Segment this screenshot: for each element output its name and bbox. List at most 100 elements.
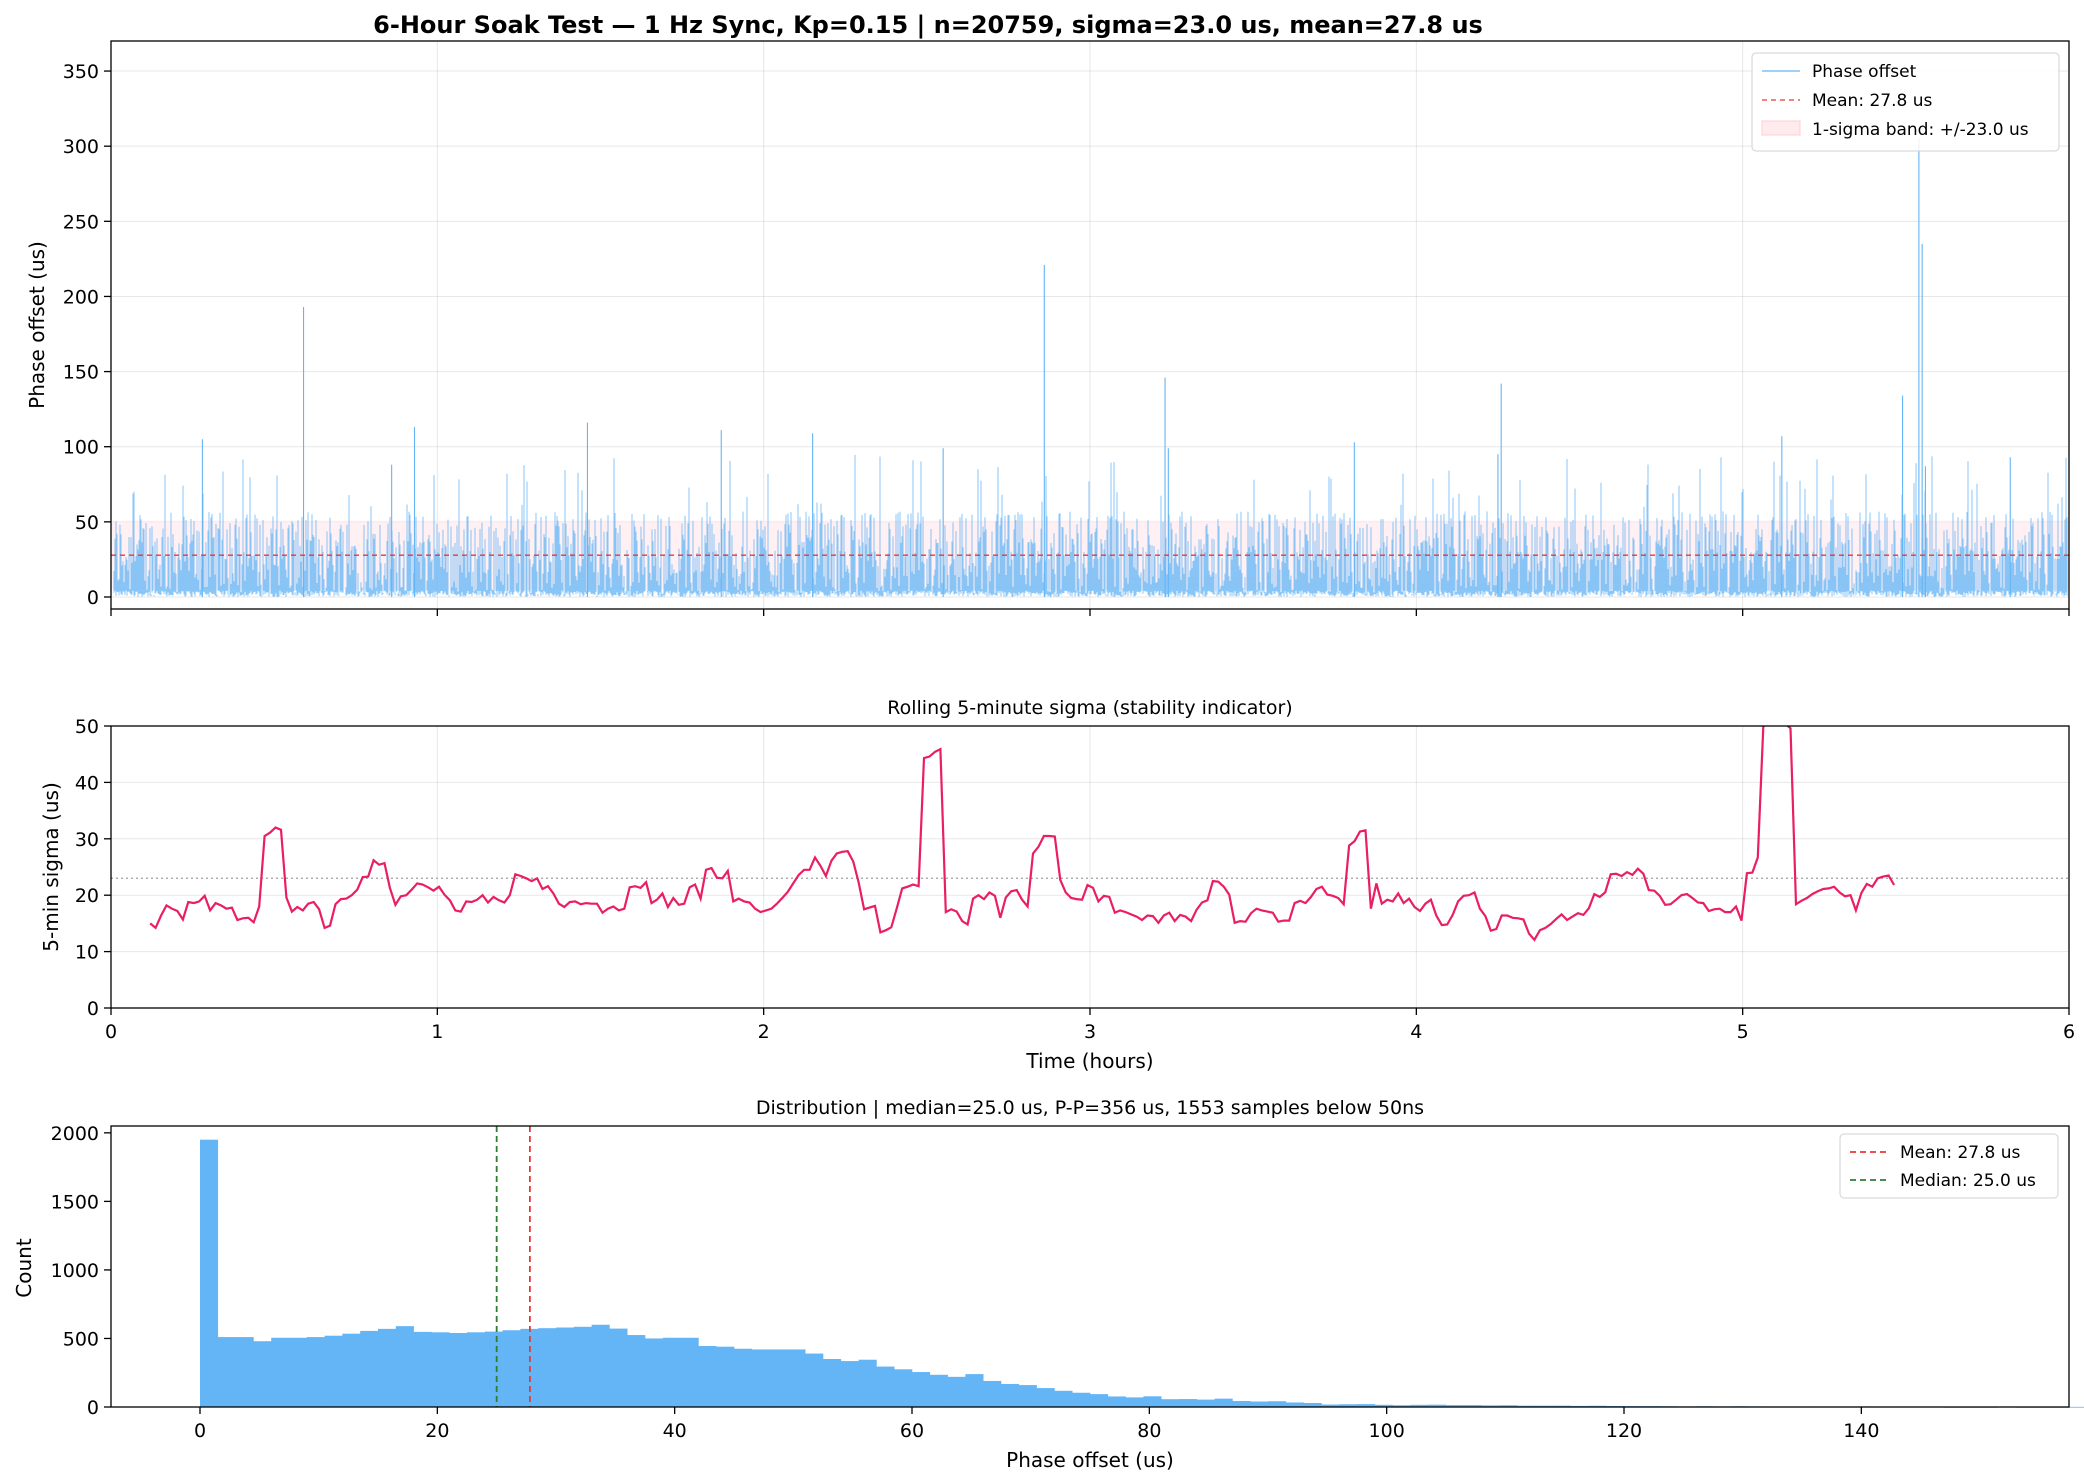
histogram-bar [484,1331,503,1407]
panel3-ytick-label: 1500 [51,1191,99,1213]
panel3-legend: Mean: 27.8 us Median: 25.0 us [1839,1133,2059,1199]
histogram-bar [662,1337,681,1407]
histogram-bar [823,1359,842,1407]
panel1-ytick-label: 100 [63,437,99,459]
histogram-bar [573,1326,592,1407]
histogram-bar [627,1335,646,1407]
panel2-ytick-label: 10 [75,942,99,964]
histogram-bar [2069,1406,2084,1408]
histogram-bar [431,1332,450,1407]
panel3-frame [110,1125,2070,1408]
panel3-xtick-label: 60 [900,1420,924,1442]
panel1-ytick-label: 250 [63,211,99,233]
histogram-bar [591,1324,610,1407]
histogram-bar [716,1346,735,1407]
histogram-bar [1001,1383,1020,1407]
panel1-ytick-label: 0 [87,587,99,609]
histogram-bar [1232,1400,1251,1407]
histogram-bar [556,1327,575,1407]
panel2-ytick-label: 20 [75,885,99,907]
panel3-ytick-label: 2000 [51,1123,99,1145]
panel2-xtick-label: 3 [1084,1021,1096,1043]
panel1-ytick-label: 350 [63,61,99,83]
histogram-bar [449,1332,468,1407]
histogram-bar [360,1330,379,1407]
histogram-bar [1161,1399,1180,1407]
histogram-bar [840,1361,859,1407]
histogram-bar [467,1332,486,1407]
histogram-bar [769,1349,788,1407]
legend-phase-label: Phase offset [1812,62,1917,82]
distribution-panel: Distribution | median=25.0 us, P-P=356 u… [12,1097,2084,1472]
panel3-xtick-label: 20 [425,1420,449,1442]
histogram-bar [502,1330,521,1407]
histogram-bar [1036,1388,1055,1407]
histogram-bar [1054,1390,1073,1407]
panel3-xlabel: Phase offset (us) [1006,1448,1174,1472]
histogram-bar [805,1353,824,1407]
histogram-bar [894,1369,913,1407]
panel2-ytick-label: 50 [75,716,99,738]
histogram-bar [1463,1405,1482,1407]
histogram-bar [378,1328,397,1407]
panel1-title: 6-Hour Soak Test — 1 Hz Sync, Kp=0.15 | … [373,11,1483,39]
histogram-bar [1018,1385,1037,1407]
panel2-xtick-label: 2 [758,1021,770,1043]
histogram-bar [1428,1404,1447,1407]
histogram-bar [1357,1404,1376,1407]
histogram-bar [1250,1401,1269,1407]
histogram-bar [306,1337,325,1407]
panel3-xtick-label: 0 [194,1420,206,1442]
histogram-bar [1268,1401,1287,1407]
panel2-ylabel: 5-min sigma (us) [39,782,63,951]
rolling-sigma-line [149,726,1896,942]
histogram-bar [609,1328,628,1407]
histogram-bar [1285,1402,1304,1407]
histogram-bar [1446,1405,1465,1407]
histogram-bar [1481,1405,1500,1407]
histogram-bar [1339,1404,1358,1407]
legend-band-label: 1-sigma band: +/-23.0 us [1812,120,2029,140]
legend-mean-label: Mean: 27.8 us [1812,91,1932,111]
histogram-bar [200,1139,219,1407]
panel2-ytick-label: 30 [75,829,99,851]
histogram-bar [342,1333,361,1407]
panel3-title: Distribution | median=25.0 us, P-P=356 u… [756,1097,1424,1119]
histogram-bar [289,1337,308,1407]
legend-band-swatch [1761,120,1801,136]
histogram-bar [1072,1392,1091,1407]
histogram-bar [324,1335,343,1407]
panel1-ytick-label: 200 [63,286,99,308]
histogram-bar [912,1372,931,1407]
panel3-ytick-label: 0 [87,1397,99,1419]
histogram-bar [1107,1396,1126,1407]
histogram-bar [680,1337,699,1407]
panel2-xlabel: Time (hours) [1025,1049,1153,1073]
histogram-bar [947,1376,966,1407]
rolling-sigma-panel: Rolling 5-minute sigma (stability indica… [39,697,2075,1073]
histogram-bar [1090,1394,1109,1407]
histogram-bar [698,1346,717,1407]
legend-hist-median-label: Median: 25.0 us [1900,1171,2036,1191]
panel2-xtick-label: 6 [2063,1021,2075,1043]
panel2-title: Rolling 5-minute sigma (stability indica… [887,697,1292,719]
phase-offset-panel: 6-Hour Soak Test — 1 Hz Sync, Kp=0.15 | … [25,11,2070,616]
panel3-xtick-label: 100 [1369,1420,1405,1442]
histogram-bar [734,1348,753,1407]
panel3-xtick-label: 140 [1843,1420,1879,1442]
panel1-ylabel: Phase offset (us) [25,241,49,409]
panel1-legend: Phase offset Mean: 27.8 us 1-sigma band:… [1751,52,2060,152]
histogram-bar [1179,1399,1198,1407]
histogram-bar [1374,1404,1393,1407]
histogram-bar [1321,1404,1340,1407]
histogram-bar [1125,1397,1144,1407]
histogram-bar [1410,1404,1429,1407]
histogram-bar [395,1326,414,1407]
histogram-bar [1499,1405,1518,1407]
histogram-bar [1392,1405,1411,1407]
histogram-bar [235,1337,254,1407]
histogram-bar [645,1338,664,1407]
histogram-bar [787,1349,806,1407]
histogram-bar [1214,1398,1233,1407]
panel1-ytick-label: 300 [63,136,99,158]
